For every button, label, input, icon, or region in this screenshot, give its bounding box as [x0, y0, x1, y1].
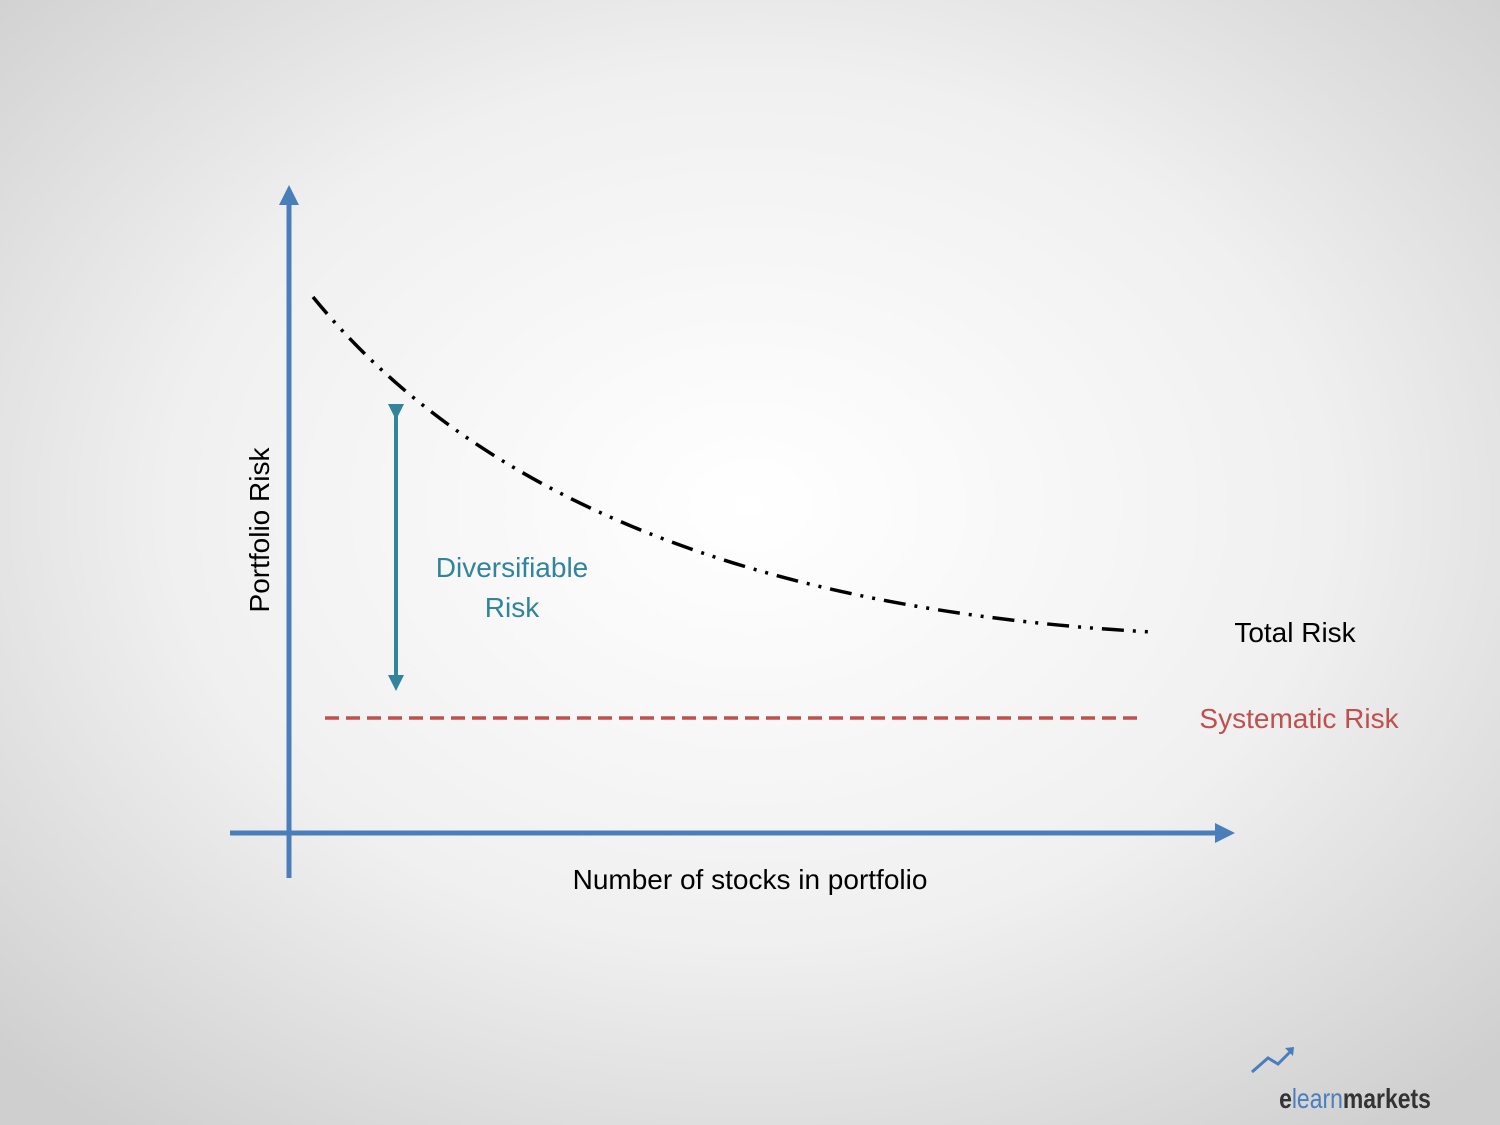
total-risk-curve: [311, 295, 1153, 634]
annotation: Diversifiable: [436, 552, 589, 583]
logo: elearnmarkets: [1251, 1047, 1431, 1115]
logo-part: learn: [1292, 1084, 1343, 1115]
curve-label: Total Risk: [1234, 617, 1356, 648]
annotation: Risk: [485, 592, 540, 623]
curve-label: Systematic Risk: [1199, 703, 1399, 734]
logo-part: markets: [1343, 1084, 1431, 1115]
y-axis-label: Portfolio Risk: [244, 447, 275, 613]
logo-text: elearnmarkets: [1279, 1084, 1431, 1115]
logo-icon: [1285, 1047, 1294, 1056]
logo-icon: [1251, 1048, 1294, 1074]
x-axis-label: Number of stocks in portfolio: [573, 864, 928, 895]
logo-part: e: [1279, 1084, 1292, 1115]
